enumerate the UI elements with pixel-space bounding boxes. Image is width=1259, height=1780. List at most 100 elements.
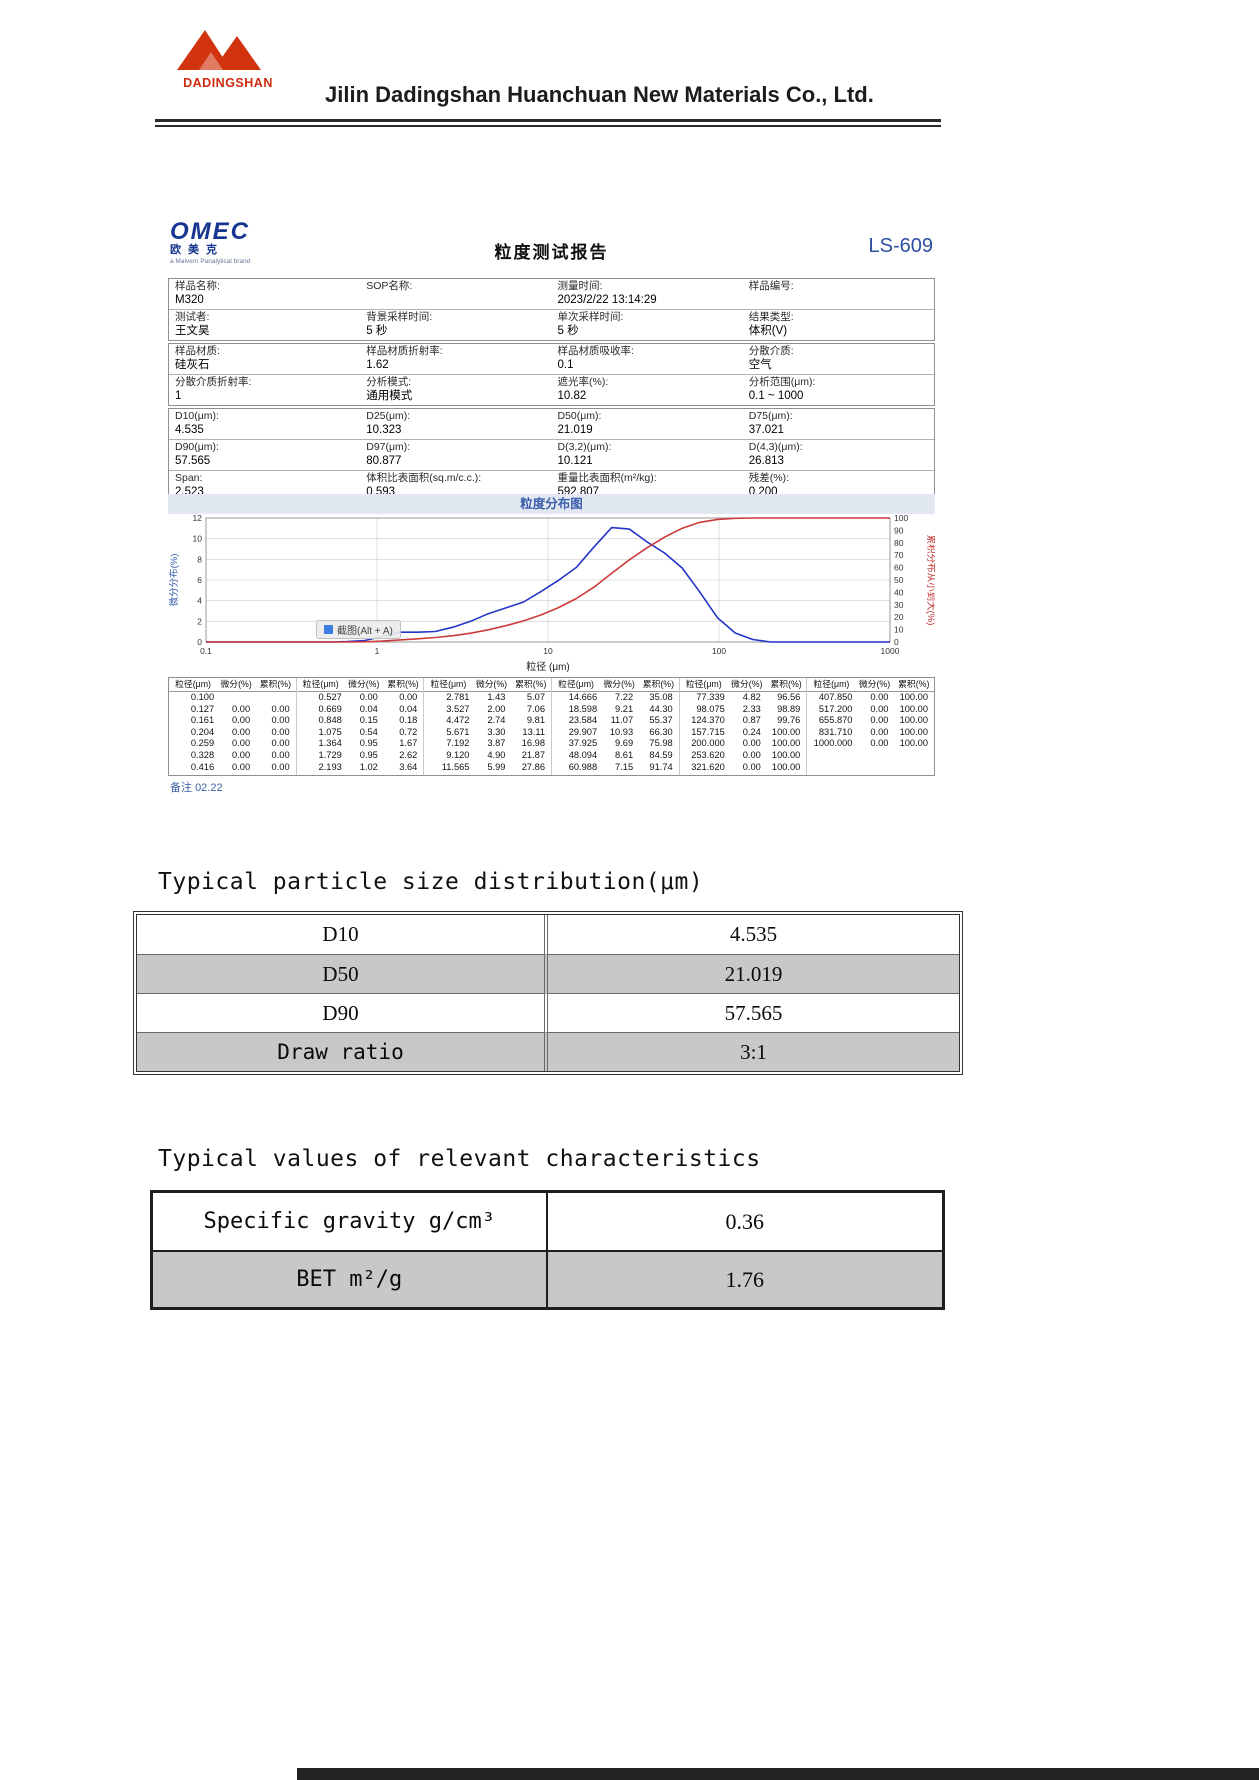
distribution-header: 累积(%)	[515, 679, 547, 689]
distribution-cell: 7.22	[615, 692, 634, 702]
distribution-cell: 2.33	[742, 703, 761, 714]
report-header: OMEC 欧美克 a Malvern Panalytical brand 粒度测…	[168, 220, 935, 278]
param-value: 2023/2/22 13:14:29	[557, 294, 657, 306]
param-label: 样品材质折射率:	[366, 345, 443, 357]
distribution-cell: 0.18	[399, 715, 418, 726]
right-tick-label: 50	[894, 575, 904, 585]
param-label: SOP名称:	[366, 280, 413, 292]
param-label: 单次采样时间:	[557, 311, 624, 323]
distribution-cell: 1.729	[318, 749, 342, 760]
distribution-data-table: 粒径(μm) 微分(%) 累积(%) 0.100 0.127 0.00 0.00 0.161 0…	[168, 677, 935, 777]
table-cell: 57.565	[548, 993, 959, 1032]
distribution-row: 0.416 0.00 0.00	[169, 762, 296, 774]
distribution-header: 累积(%)	[387, 679, 419, 689]
distribution-cell: 0.00	[271, 726, 290, 737]
x-axis-title: 粒径 (μm)	[526, 660, 570, 673]
instrument-model: LS-609	[868, 235, 934, 257]
plot-frame	[205, 517, 891, 643]
distribution-row: 407.850 0.00 100.00	[807, 692, 934, 704]
distribution-header: 累积(%)	[642, 679, 675, 689]
distribution-cell: 0.00	[232, 715, 251, 726]
param-value: 1.62	[366, 359, 389, 371]
param-field: D(4,3)(μm): 26.813	[743, 440, 934, 470]
distribution-cell: 29.907	[568, 726, 598, 737]
param-field: 结果类型: 体积(V)	[743, 310, 934, 340]
distribution-header: 累积(%)	[898, 679, 930, 689]
characteristics-title: Typical values of relevant characteristi…	[158, 1146, 761, 1172]
param-field: 测量时间: 2023/2/22 13:14:29	[552, 279, 743, 309]
distribution-row: 157.715 0.24 100.00	[680, 727, 807, 739]
characteristics-table: Specific gravity g/cm³ 0.36 BET m²/g 1.76	[150, 1190, 945, 1310]
param-group: 样品名称: M320 SOP名称: 测量时间: 2023/2/22 13:14:29 样品…	[168, 278, 935, 341]
distribution-row: 0.527 0.00 0.00	[297, 692, 424, 704]
param-label: 测试者:	[175, 311, 210, 323]
screenshot-tip-label: 截图(Alt + A)	[337, 626, 393, 637]
distribution-cell: 200.000	[691, 738, 725, 749]
distribution-cell: 0.95	[359, 749, 378, 760]
distribution-row: 517.200 0.00 100.00	[807, 704, 934, 716]
distribution-cell: 0.00	[742, 749, 761, 760]
param-group: 样品材质: 硅灰石 样品材质折射率: 1.62 样品材质吸收率: 0.1 分散介质: 空气 分散…	[168, 343, 935, 406]
distribution-cell: 0.259	[190, 738, 215, 749]
distribution-cell: 0.161	[190, 715, 215, 726]
distribution-chart: 0 2 4 6 8 10 12 0 10 20 30 40 50 60 70 80 90 100 0.1 1 10 100…	[168, 513, 937, 674]
distribution-row: 0.259 0.00 0.00	[169, 738, 296, 750]
distribution-row: 18.598 9.21 44.30	[552, 704, 679, 716]
param-field: 分散介质: 空气	[743, 344, 934, 374]
right-tick-label: 0	[894, 637, 899, 647]
param-label: 样品名称:	[175, 280, 220, 292]
distribution-cell: 1000.000	[813, 738, 853, 749]
distribution-cell: 1.43	[487, 692, 506, 702]
param-label: 体积比表面积(sq.m/c.c.):	[366, 472, 482, 484]
x-tick-label: 100	[712, 646, 726, 656]
param-label: D(3,2)(μm):	[557, 441, 612, 453]
distribution-cell: 96.56	[777, 692, 801, 702]
distribution-cell: 3.87	[487, 738, 506, 749]
table-row: D50 21.019	[137, 954, 959, 993]
param-field: 背景采样时间: 5 秒	[360, 310, 551, 340]
distribution-summary-table: D10 4.535 D50 21.019 D90 57.565 Draw ratio 3:1	[133, 911, 963, 1075]
distribution-column-group: 粒径(μm) 微分(%) 累积(%) 77.339 4.82 96.56 98.075 2.3…	[678, 678, 807, 776]
distribution-cell: 0.00	[271, 715, 290, 726]
distribution-cell: 5.671	[446, 726, 470, 737]
param-value	[749, 293, 928, 307]
param-label: 样品材质吸收率:	[557, 345, 634, 357]
omec-chinese-name: 欧美克	[170, 244, 224, 256]
param-field: D90(μm): 57.565	[169, 440, 360, 470]
distribution-summary-title: Typical particle size distribution(μm)	[158, 869, 704, 895]
distribution-cell: 3.527	[446, 703, 470, 714]
distribution-cell: 14.666	[568, 692, 598, 702]
distribution-cell: 100.00	[899, 692, 929, 702]
distribution-cell: 0.00	[870, 692, 889, 702]
distribution-cell: 4.90	[487, 749, 506, 760]
distribution-cell: 1.67	[399, 738, 418, 749]
param-field: D10(μm): 4.535	[169, 409, 360, 439]
distribution-cell: 3.30	[487, 726, 506, 737]
y-axis-title-right: 累积分布从小到大(%)	[925, 535, 935, 626]
param-value: 王文昊	[175, 325, 210, 337]
param-label: 测量时间:	[557, 280, 603, 292]
distribution-cell: 27.86	[521, 761, 545, 772]
distribution-cell: 124.370	[691, 715, 725, 726]
distribution-header: 微分(%)	[858, 679, 891, 689]
param-value: 37.021	[748, 424, 784, 436]
param-value: 10.323	[366, 424, 402, 436]
distribution-cell: 10.93	[609, 726, 634, 737]
param-value: 5 秒	[366, 325, 388, 337]
distribution-cell: 157.715	[691, 726, 725, 737]
distribution-cell: 23.584	[568, 715, 598, 726]
param-field: 样品材质折射率: 1.62	[360, 344, 551, 374]
distribution-cell: 0.87	[742, 715, 761, 726]
distribution-row: 0.328 0.00 0.00	[169, 750, 296, 762]
distribution-cell	[255, 692, 296, 704]
param-group: D10(μm): 4.535 D25(μm): 10.323 D50(μm): 21.01…	[168, 408, 935, 502]
distribution-row: 4.472 2.74 9.81	[424, 715, 551, 727]
param-field: 样品名称: M320	[169, 279, 360, 309]
table-row: Specific gravity g/cm³ 0.36	[153, 1193, 942, 1250]
left-tick-label: 12	[193, 514, 203, 523]
distribution-cell: 77.339	[696, 692, 725, 702]
distribution-cell: 1.075	[318, 726, 342, 737]
distribution-cell: 0.00	[232, 761, 251, 772]
distribution-row: 1.364 0.95 1.67	[297, 738, 424, 750]
distribution-row: 0.669 0.04 0.04	[297, 704, 424, 716]
